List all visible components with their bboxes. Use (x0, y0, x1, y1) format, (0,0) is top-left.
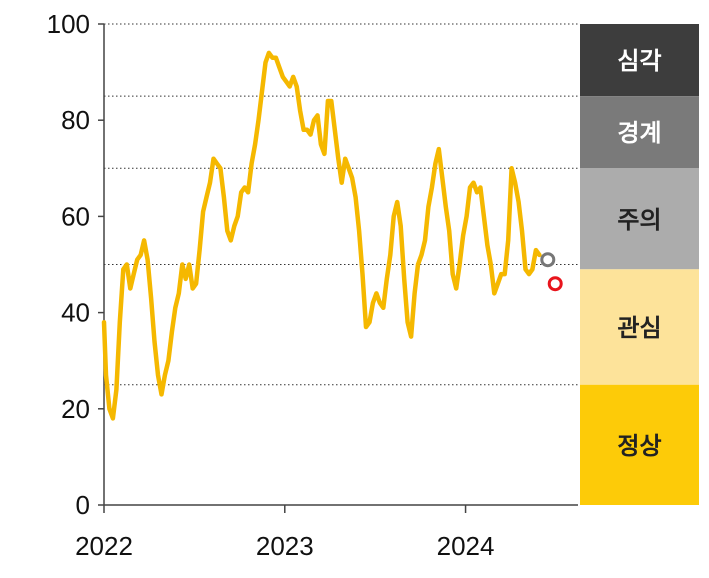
y-tick-label-20: 20 (61, 394, 90, 424)
series-line-0 (101, 50, 542, 421)
band-label-1: 경계 (617, 119, 661, 147)
band-0 (580, 24, 699, 97)
marker-group (540, 252, 563, 292)
threshold-gridlines (104, 23, 580, 386)
x-tick-label-2022: 2022 (75, 531, 133, 561)
band-3 (580, 269, 699, 385)
y-axis-ticks: 0 20 40 60 80 100 (47, 9, 104, 520)
series-group (101, 50, 542, 421)
band-label-2: 주의 (617, 206, 661, 234)
x-axis-ticks: 2022 2023 2024 (75, 505, 494, 561)
y-tick-label-0: 0 (76, 490, 90, 520)
x-tick-label-2024: 2024 (437, 531, 495, 561)
y-tick-label-60: 60 (61, 201, 90, 231)
marker-point-1 (547, 276, 563, 292)
marker-point-0 (540, 252, 556, 268)
band-4 (580, 384, 699, 505)
band-label-0: 심각 (617, 47, 661, 75)
y-tick-label-40: 40 (61, 298, 90, 328)
band-2 (580, 168, 699, 270)
band-label-4: 정상 (617, 432, 661, 460)
y-tick-label-100: 100 (47, 9, 90, 39)
y-tick-label-80: 80 (61, 105, 90, 135)
x-tick-label-2023: 2023 (256, 531, 314, 561)
band-label-3: 관심 (617, 314, 661, 342)
band-1 (580, 96, 699, 169)
